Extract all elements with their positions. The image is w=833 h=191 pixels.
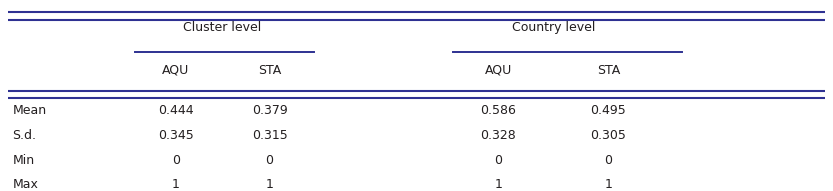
Text: Mean: Mean: [12, 104, 47, 117]
Text: 0: 0: [604, 154, 612, 167]
Text: 0.586: 0.586: [480, 104, 516, 117]
Text: 0.328: 0.328: [481, 129, 516, 142]
Text: STA: STA: [596, 64, 620, 77]
Text: 0: 0: [494, 154, 502, 167]
Text: Min: Min: [12, 154, 34, 167]
Text: Cluster level: Cluster level: [183, 21, 262, 34]
Text: 1: 1: [494, 178, 502, 191]
Text: Max: Max: [12, 178, 38, 191]
Text: 1: 1: [172, 178, 180, 191]
Text: 0.444: 0.444: [158, 104, 193, 117]
Text: 0.315: 0.315: [252, 129, 287, 142]
Text: STA: STA: [258, 64, 282, 77]
Text: 1: 1: [605, 178, 612, 191]
Text: 0.495: 0.495: [591, 104, 626, 117]
Text: AQU: AQU: [485, 64, 511, 77]
Text: AQU: AQU: [162, 64, 189, 77]
Text: 0: 0: [266, 154, 273, 167]
Text: 0: 0: [172, 154, 180, 167]
Text: 1: 1: [266, 178, 273, 191]
Text: 0.305: 0.305: [591, 129, 626, 142]
Text: 0.379: 0.379: [252, 104, 287, 117]
Text: 0.345: 0.345: [157, 129, 193, 142]
Text: Country level: Country level: [512, 21, 596, 34]
Text: S.d.: S.d.: [12, 129, 37, 142]
